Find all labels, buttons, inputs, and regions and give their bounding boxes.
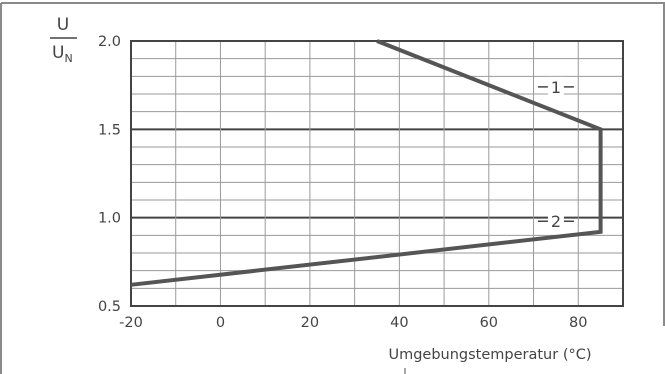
y-tick-label: 0.5	[98, 299, 121, 315]
x-tick-label: 20	[301, 315, 319, 331]
curve-label: 2	[551, 212, 561, 231]
y-tick-label: 1.5	[98, 122, 121, 138]
tick-labels: 0.5 1.0 1.5 2.0 -20 0 20 40 60 80	[98, 34, 588, 331]
y-label-numerator: U	[57, 15, 69, 35]
y-label-denominator: UN	[52, 43, 73, 65]
x-tick-label: -20	[119, 315, 143, 331]
series-boundary-line	[130, 39, 603, 287]
x-tick-label: 40	[390, 315, 408, 331]
y-tick-label: 1.0	[98, 211, 121, 227]
curve-labels: 12	[537, 76, 574, 232]
y-tick-label: 2.0	[98, 34, 121, 50]
x-tick-label: 80	[569, 315, 587, 331]
x-axis-label: Umgebungstemperatur (°C)	[388, 347, 591, 363]
curve-label-bg	[547, 76, 564, 97]
y-axis-label: U UN	[50, 15, 77, 65]
x-tick-label: 60	[480, 315, 498, 331]
curve-label-bg	[547, 211, 564, 232]
grid	[130, 40, 624, 307]
curve-label: 1	[551, 78, 561, 97]
x-tick-label: 0	[216, 315, 225, 331]
